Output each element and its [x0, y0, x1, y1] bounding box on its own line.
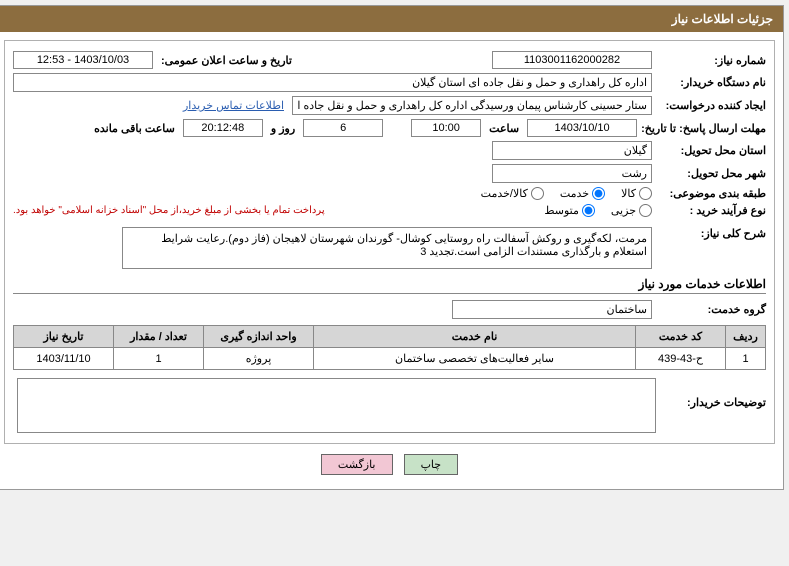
buyer-org-label: نام دستگاه خریدار: [656, 76, 766, 89]
buyer-org-value: اداره کل راهداری و حمل و نقل جاده ای است… [13, 73, 652, 92]
th-unit: واحد اندازه گیری [204, 326, 314, 348]
th-name: نام خدمت [314, 326, 636, 348]
services-table: ردیف کد خدمت نام خدمت واحد اندازه گیری ت… [13, 325, 766, 370]
class-service-radio[interactable] [592, 187, 605, 200]
remaining-label: ساعت باقی مانده [90, 122, 179, 135]
buy-medium-radio[interactable] [582, 204, 595, 217]
buy-minor-radio[interactable] [639, 204, 652, 217]
need-desc-label: شرح کلی نیاز: [656, 227, 766, 240]
class-goods-label: کالا [621, 187, 636, 200]
announce-dt-label: تاریخ و ساعت اعلان عمومی: [157, 54, 296, 67]
deliver-prov-value: گیلان [492, 141, 652, 160]
cell-code: ح-43-439 [636, 348, 726, 370]
class-goods-radio[interactable] [639, 187, 652, 200]
service-group-label: گروه خدمت: [656, 303, 766, 316]
cell-need_date: 1403/11/10 [14, 348, 114, 370]
buy-medium-label: متوسط [544, 204, 579, 217]
deliver-city-value: رشت [492, 164, 652, 183]
buyer-notes-box [17, 378, 656, 433]
buyer-notes-label: توضیحات خریدار: [656, 378, 766, 409]
payment-note: پرداخت تمام یا بخشی از مبلغ خرید،از محل … [13, 205, 325, 216]
cell-qty: 1 [114, 348, 204, 370]
need-no-value: 1103001162000282 [492, 51, 652, 69]
requester-value: ستار حسینی کارشناس پیمان ورسیدگی اداره ک… [292, 96, 652, 115]
deadline-hour: 10:00 [411, 119, 481, 137]
cell-unit: پروژه [204, 348, 314, 370]
services-section-title: اطلاعات خدمات مورد نیاز [13, 277, 766, 294]
cell-row: 1 [726, 348, 766, 370]
print-button[interactable]: چاپ [404, 454, 459, 475]
contact-link[interactable]: اطلاعات تماس خریدار [183, 99, 288, 112]
subject-class-label: طبقه بندی موضوعی: [656, 187, 766, 200]
deadline-date: 1403/10/10 [527, 119, 637, 137]
panel-title: جزئیات اطلاعات نیاز [0, 6, 783, 32]
table-row: 1ح-43-439سایر فعالیت‌های تخصصی ساختمانپر… [14, 348, 766, 370]
th-code: کد خدمت [636, 326, 726, 348]
deliver-city-label: شهر محل تحویل: [656, 167, 766, 180]
buy-type-label: نوع فرآیند خرید : [656, 204, 766, 217]
class-service-label: خدمت [560, 187, 589, 200]
need-no-label: شماره نیاز: [656, 54, 766, 67]
th-row: ردیف [726, 326, 766, 348]
need-desc-value: مرمت، لکه‌گیری و روکش آسفالت راه روستایی… [122, 227, 652, 269]
class-goods-service-label: کالا/خدمت [481, 187, 528, 200]
buy-minor-label: جزیی [611, 204, 636, 217]
th-need-date: تاریخ نیاز [14, 326, 114, 348]
back-button[interactable]: بازگشت [321, 454, 393, 475]
hour-label: ساعت [485, 122, 523, 135]
requester-label: ایجاد کننده درخواست: [656, 99, 766, 112]
time-left: 20:12:48 [183, 119, 263, 137]
days-left: 6 [303, 119, 383, 137]
th-qty: تعداد / مقدار [114, 326, 204, 348]
days-and-label: روز و [267, 122, 299, 135]
cell-name: سایر فعالیت‌های تخصصی ساختمان [314, 348, 636, 370]
deliver-prov-label: استان محل تحویل: [656, 144, 766, 157]
class-goods-service-radio[interactable] [531, 187, 544, 200]
service-group-value: ساختمان [452, 300, 652, 319]
deadline-label: مهلت ارسال پاسخ: تا تاریخ: [641, 122, 766, 135]
announce-dt-value: 1403/10/03 - 12:53 [13, 51, 153, 69]
